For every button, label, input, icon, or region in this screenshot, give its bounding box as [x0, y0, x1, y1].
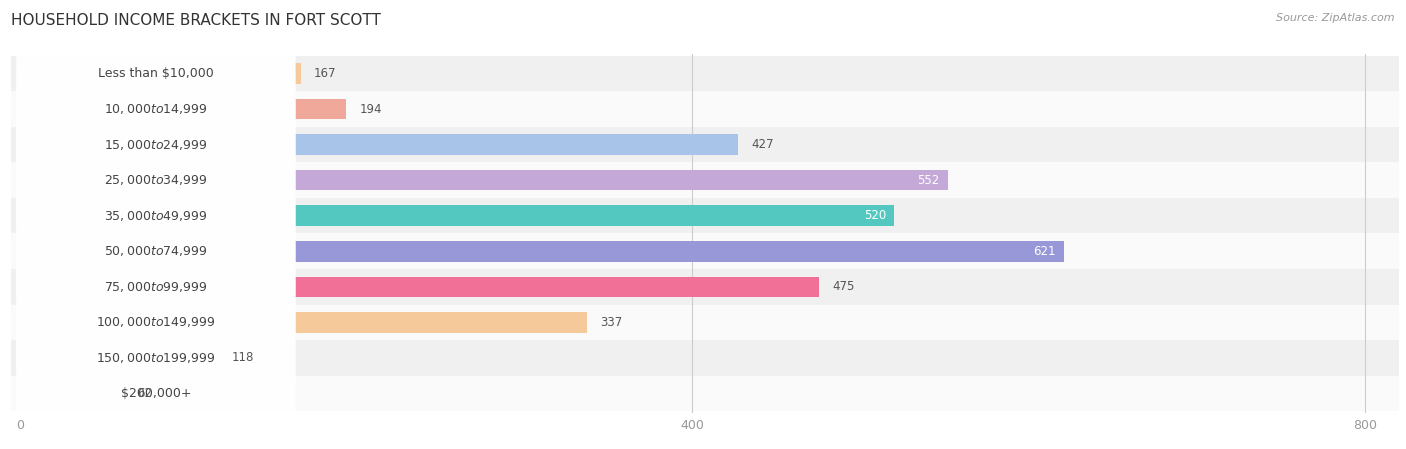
Bar — [20, 383, 124, 404]
Bar — [20, 241, 1064, 262]
Bar — [20, 134, 738, 155]
Text: $150,000 to $199,999: $150,000 to $199,999 — [96, 351, 215, 365]
Text: Less than $10,000: Less than $10,000 — [98, 67, 214, 80]
Bar — [20, 277, 818, 297]
Bar — [11, 198, 1399, 233]
Text: $200,000+: $200,000+ — [121, 387, 191, 400]
FancyBboxPatch shape — [17, 0, 295, 189]
Text: $75,000 to $99,999: $75,000 to $99,999 — [104, 280, 208, 294]
Text: 475: 475 — [832, 280, 855, 293]
Bar — [20, 99, 346, 119]
Bar — [11, 340, 1399, 376]
FancyBboxPatch shape — [17, 278, 295, 449]
Text: $50,000 to $74,999: $50,000 to $74,999 — [104, 244, 208, 258]
Bar — [11, 127, 1399, 163]
Text: Source: ZipAtlas.com: Source: ZipAtlas.com — [1277, 13, 1395, 23]
Bar — [20, 63, 301, 84]
Text: 337: 337 — [600, 316, 623, 329]
Text: $25,000 to $34,999: $25,000 to $34,999 — [104, 173, 208, 187]
Bar — [20, 312, 586, 333]
Text: 118: 118 — [232, 352, 254, 365]
Text: 552: 552 — [918, 174, 939, 187]
Text: $35,000 to $49,999: $35,000 to $49,999 — [104, 209, 208, 223]
Text: HOUSEHOLD INCOME BRACKETS IN FORT SCOTT: HOUSEHOLD INCOME BRACKETS IN FORT SCOTT — [11, 13, 381, 28]
Bar — [11, 304, 1399, 340]
Text: $15,000 to $24,999: $15,000 to $24,999 — [104, 137, 208, 152]
Text: 520: 520 — [863, 209, 886, 222]
Bar — [20, 205, 894, 226]
FancyBboxPatch shape — [17, 0, 295, 224]
FancyBboxPatch shape — [17, 242, 295, 449]
FancyBboxPatch shape — [17, 172, 295, 402]
Bar — [20, 170, 948, 190]
Text: 427: 427 — [751, 138, 773, 151]
Text: 194: 194 — [360, 102, 382, 115]
Bar — [11, 163, 1399, 198]
Bar — [11, 91, 1399, 127]
FancyBboxPatch shape — [17, 100, 295, 331]
FancyBboxPatch shape — [17, 136, 295, 367]
Text: 167: 167 — [314, 67, 336, 80]
Bar — [11, 269, 1399, 304]
Bar — [11, 376, 1399, 411]
Text: $100,000 to $149,999: $100,000 to $149,999 — [96, 315, 215, 330]
Bar — [20, 348, 218, 368]
Text: 62: 62 — [138, 387, 152, 400]
FancyBboxPatch shape — [17, 65, 295, 295]
Text: $10,000 to $14,999: $10,000 to $14,999 — [104, 102, 208, 116]
Bar — [11, 56, 1399, 91]
Text: 621: 621 — [1033, 245, 1056, 258]
FancyBboxPatch shape — [17, 29, 295, 260]
FancyBboxPatch shape — [17, 207, 295, 438]
Bar — [11, 233, 1399, 269]
